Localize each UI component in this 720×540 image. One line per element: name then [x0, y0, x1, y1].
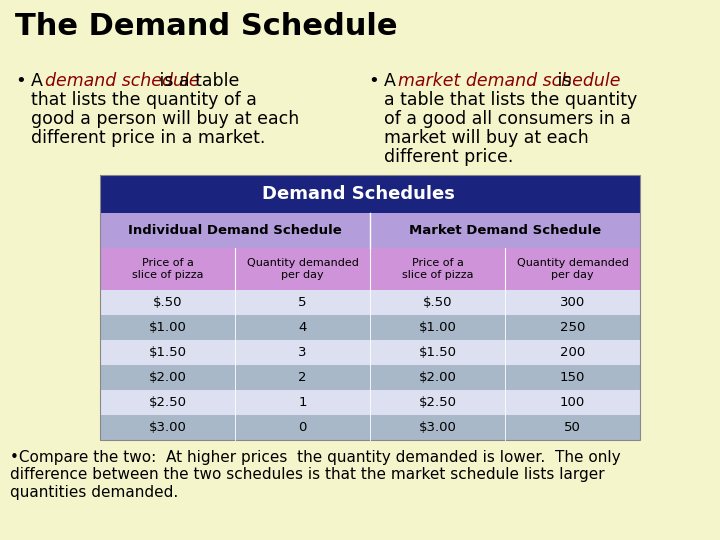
Text: good a person will buy at each: good a person will buy at each: [31, 110, 300, 128]
Text: 0: 0: [298, 421, 307, 434]
Bar: [100, 340, 640, 365]
Text: $1.50: $1.50: [418, 346, 456, 359]
Text: $1.00: $1.00: [148, 321, 186, 334]
Text: $1.50: $1.50: [148, 346, 186, 359]
Text: $.50: $.50: [153, 296, 182, 309]
Bar: [100, 175, 640, 213]
Bar: [100, 248, 640, 290]
Text: Market Demand Schedule: Market Demand Schedule: [409, 224, 601, 237]
Text: is: is: [552, 72, 572, 90]
Text: $3.00: $3.00: [418, 421, 456, 434]
Text: Quantity demanded
per day: Quantity demanded per day: [516, 258, 629, 280]
Bar: [100, 415, 640, 440]
Text: market will buy at each: market will buy at each: [384, 129, 589, 147]
Text: Price of a
slice of pizza: Price of a slice of pizza: [132, 258, 203, 280]
Text: is a table: is a table: [154, 72, 239, 90]
Text: $2.00: $2.00: [418, 371, 456, 384]
Text: different price in a market.: different price in a market.: [31, 129, 266, 147]
Bar: [100, 365, 640, 390]
Text: •: •: [15, 72, 26, 90]
Text: $1.00: $1.00: [418, 321, 456, 334]
Bar: [100, 315, 640, 340]
Text: $2.50: $2.50: [418, 396, 456, 409]
Text: Individual Demand Schedule: Individual Demand Schedule: [128, 224, 342, 237]
Text: A: A: [31, 72, 48, 90]
Text: $3.00: $3.00: [148, 421, 186, 434]
Bar: [100, 213, 640, 248]
Text: Quantity demanded
per day: Quantity demanded per day: [246, 258, 359, 280]
Text: demand schedule: demand schedule: [45, 72, 199, 90]
Text: that lists the quantity of a: that lists the quantity of a: [31, 91, 257, 109]
Text: different price.: different price.: [384, 148, 513, 166]
Bar: [100, 290, 640, 315]
Text: 5: 5: [298, 296, 307, 309]
Bar: [100, 175, 640, 440]
Text: •: •: [368, 72, 379, 90]
Text: 300: 300: [560, 296, 585, 309]
Text: A: A: [384, 72, 401, 90]
Text: The Demand Schedule: The Demand Schedule: [15, 12, 397, 41]
Text: 1: 1: [298, 396, 307, 409]
Text: Price of a
slice of pizza: Price of a slice of pizza: [402, 258, 473, 280]
Bar: [100, 390, 640, 415]
Text: $.50: $.50: [423, 296, 452, 309]
Text: 4: 4: [298, 321, 307, 334]
Text: 2: 2: [298, 371, 307, 384]
Text: 50: 50: [564, 421, 581, 434]
Text: 200: 200: [560, 346, 585, 359]
Text: •Compare the two:  At higher prices  the quantity demanded is lower.  The only
d: •Compare the two: At higher prices the q…: [10, 450, 621, 500]
Text: 150: 150: [560, 371, 585, 384]
Text: 250: 250: [560, 321, 585, 334]
Text: $2.50: $2.50: [148, 396, 186, 409]
Text: of a good all consumers in a: of a good all consumers in a: [384, 110, 631, 128]
Text: $2.00: $2.00: [148, 371, 186, 384]
Text: a table that lists the quantity: a table that lists the quantity: [384, 91, 637, 109]
Text: 100: 100: [560, 396, 585, 409]
Text: Demand Schedules: Demand Schedules: [262, 185, 455, 203]
Text: market demand schedule: market demand schedule: [398, 72, 621, 90]
Text: 3: 3: [298, 346, 307, 359]
